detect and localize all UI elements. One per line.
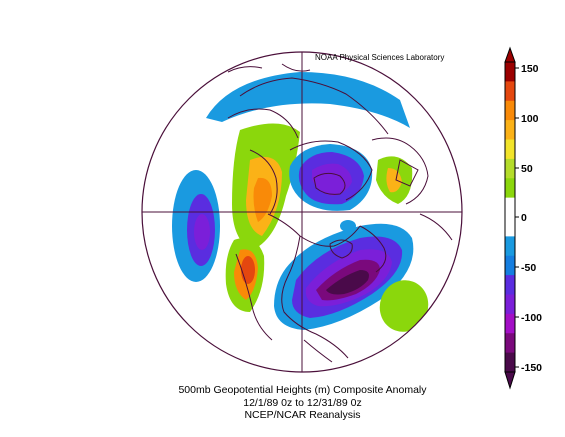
colorbar-swatch xyxy=(505,217,515,237)
caption-line-3: NCEP/NCAR Reanalysis xyxy=(0,409,565,422)
caption-line-1: 500mb Geopotential Heights (m) Composite… xyxy=(0,384,565,397)
colorbar-swatch xyxy=(505,101,515,121)
colorbar-label-50: 50 xyxy=(521,163,533,175)
colorbar-swatch xyxy=(505,333,515,353)
colorbar-swatch xyxy=(505,256,515,276)
colorbar-label-100: 100 xyxy=(521,113,539,125)
colorbar-label-150: 150 xyxy=(521,63,539,75)
colorbar-swatch xyxy=(505,295,515,315)
colorbar-swatch xyxy=(505,81,515,101)
colorbar-label-0: 0 xyxy=(521,212,527,224)
colorbar-swatch xyxy=(505,178,515,198)
anomaly-fill xyxy=(172,72,435,339)
colorbar-swatch xyxy=(505,353,515,373)
colorbar-swatch xyxy=(505,120,515,140)
colorbar-swatch xyxy=(505,314,515,334)
colorbar-upper-arrow xyxy=(505,48,515,62)
colorbar-swatch xyxy=(505,198,515,218)
colorbar-label-minus100: -100 xyxy=(521,312,542,324)
map-caption: 500mb Geopotential Heights (m) Composite… xyxy=(0,384,565,422)
caption-line-2: 12/1/89 0z to 12/31/89 0z xyxy=(0,397,565,410)
colorbar xyxy=(505,48,519,388)
credit-text: NOAA Physical Sciences Laboratory xyxy=(315,53,444,62)
colorbar-label-minus150: -150 xyxy=(521,362,542,374)
colorbar-label-minus50: -50 xyxy=(521,262,536,274)
colorbar-swatch xyxy=(505,159,515,179)
colorbar-swatch xyxy=(505,140,515,160)
colorbar-swatch xyxy=(505,236,515,256)
colorbar-swatch xyxy=(505,275,515,295)
colorbar-swatch xyxy=(505,62,515,82)
